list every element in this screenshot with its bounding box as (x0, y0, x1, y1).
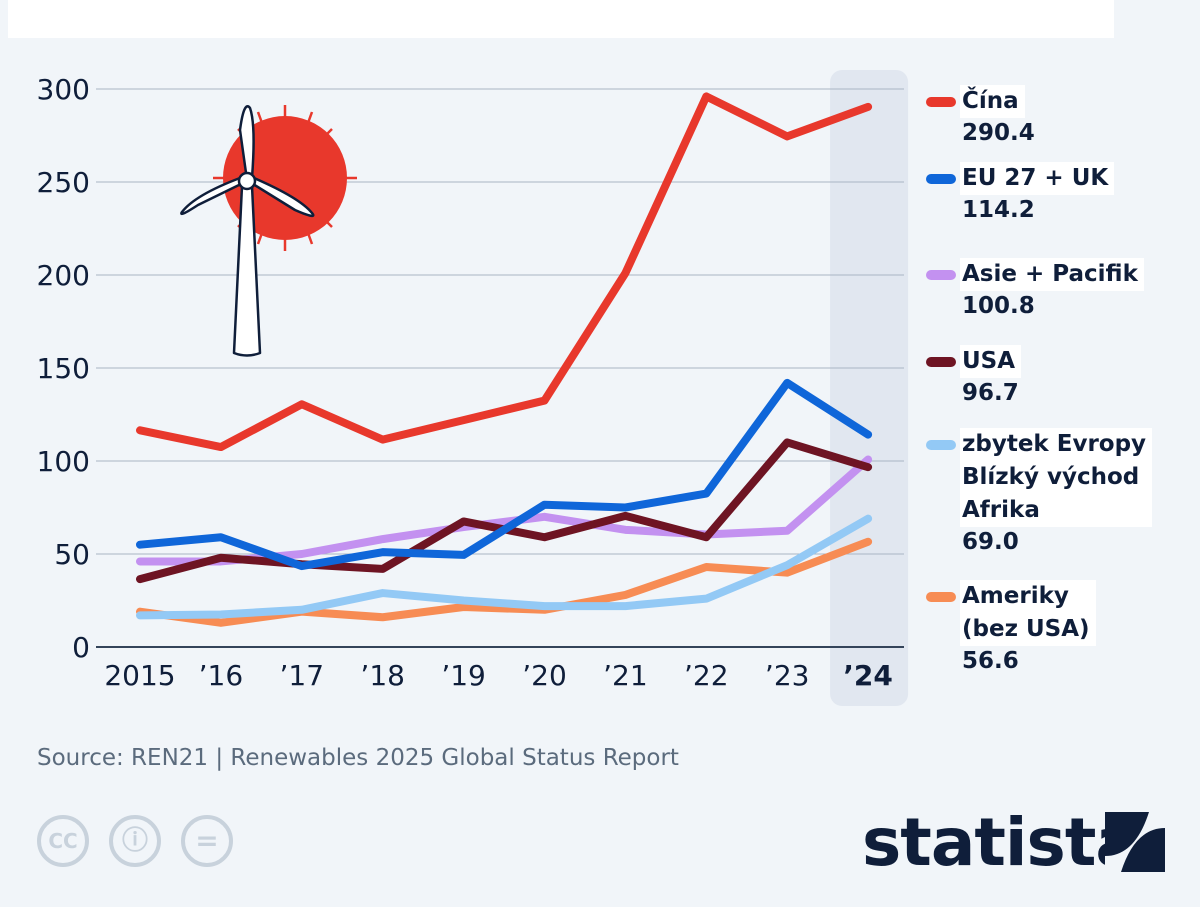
y-tick-label: 300 (37, 73, 90, 106)
series-line (136, 537, 873, 627)
legend-label: USA (960, 345, 1022, 378)
no-derivatives-icon[interactable]: = (181, 815, 233, 867)
highlight-column (830, 70, 909, 706)
series-line (136, 92, 873, 452)
legend-label: Asie + Pacifik (960, 258, 1144, 291)
x-tick-label: ’21 (603, 659, 648, 692)
legend-swatch (926, 592, 956, 602)
legend-swatch (926, 440, 956, 450)
legend-swatch (926, 357, 956, 367)
series-line (136, 438, 873, 584)
legend-value: 96.7 (962, 380, 1019, 406)
attribution-icon[interactable]: ⓘ (109, 815, 161, 867)
y-tick-label: 200 (37, 259, 90, 292)
y-tick-label: 150 (37, 352, 90, 385)
x-tick-label: ’20 (522, 659, 567, 692)
statista-logo-mark-icon (1105, 812, 1165, 872)
legend-label: Ameriky (bez USA) (960, 580, 1096, 646)
x-tick-label: ’17 (280, 659, 325, 692)
wind-turbine-icon (180, 105, 315, 357)
x-tick-label: ’24 (843, 659, 893, 692)
x-tick-label: ’18 (360, 659, 405, 692)
x-tick-label: ’22 (684, 659, 729, 692)
legend-swatch (926, 270, 956, 280)
y-tick-label: 50 (54, 538, 90, 571)
legend-swatch (926, 174, 956, 184)
y-tick-label: 0 (72, 631, 90, 664)
x-tick-label: ’19 (441, 659, 486, 692)
header-band (8, 0, 1114, 38)
statista-logo[interactable]: statista (862, 804, 1140, 881)
legend-label: Čína (960, 85, 1025, 118)
legend-label: EU 27 + UK (960, 162, 1115, 195)
y-tick-label: 250 (37, 166, 90, 199)
x-tick-label: ’23 (765, 659, 810, 692)
sun-icon (213, 105, 357, 251)
x-tick-label: ’16 (199, 659, 244, 692)
legend-value: 56.6 (962, 648, 1019, 674)
legend-swatch (926, 97, 956, 107)
line-chart: 0 50 100 150 200 250 300 2015 ’16 ’17 ’18 ’19 ’20 ’21… (37, 70, 909, 706)
legend-value: 114.2 (962, 197, 1035, 223)
source-note: Source: REN21 | Renewables 2025 Global S… (37, 745, 679, 771)
legend-value: 100.8 (962, 293, 1035, 319)
series-line (136, 378, 873, 571)
series-line (136, 514, 873, 620)
cc-license-icon[interactable]: CC (37, 815, 89, 867)
legend-value: 290.4 (962, 120, 1035, 146)
y-tick-label: 100 (37, 445, 90, 478)
wind-turbine-sun-illustration (180, 105, 357, 357)
x-tick-label: 2015 (104, 659, 175, 692)
legend-label: zbytek Evropy Blízký východ Afrika (960, 428, 1153, 527)
legend-value: 69.0 (962, 529, 1019, 555)
